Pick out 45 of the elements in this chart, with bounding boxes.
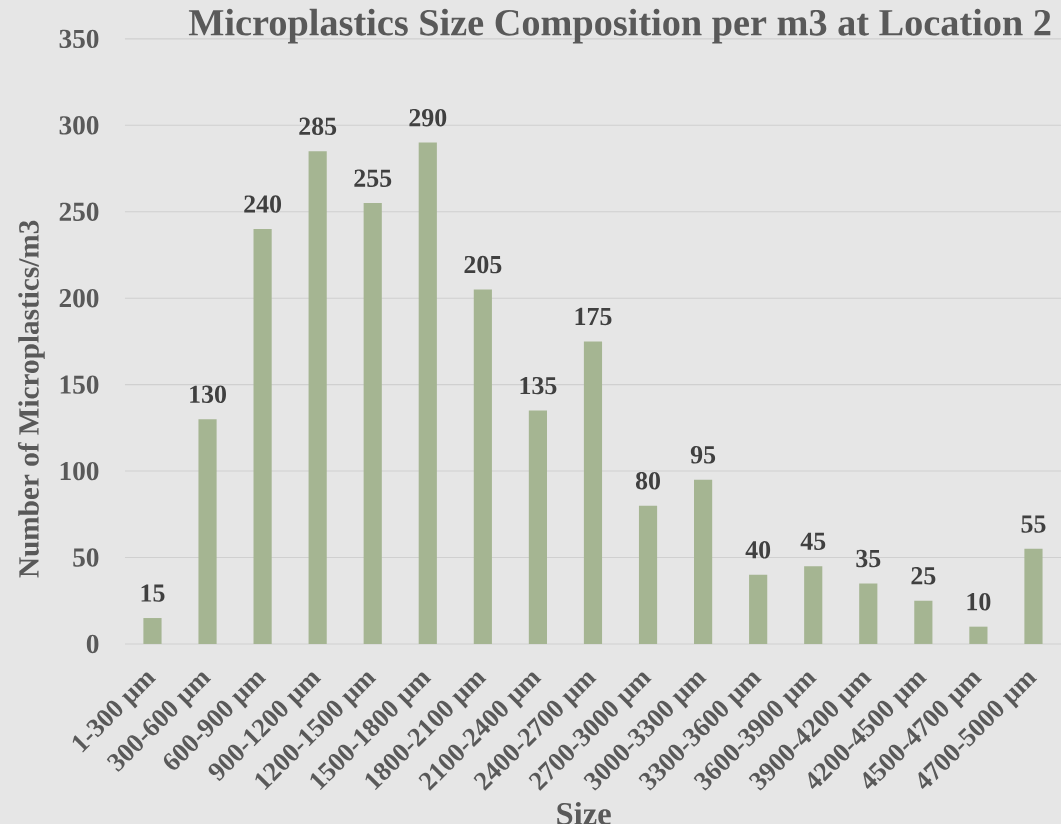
data-label: 135 — [520, 376, 557, 395]
bar — [308, 151, 327, 644]
bar — [143, 617, 162, 644]
bar — [914, 600, 933, 644]
data-label: 130 — [190, 385, 226, 403]
data-label: 25 — [911, 566, 936, 585]
bar — [804, 565, 823, 644]
data-label: 175 — [575, 307, 612, 326]
data-label: 285 — [299, 117, 337, 135]
data-label: 290 — [409, 108, 447, 127]
data-label: 255 — [354, 169, 392, 187]
bar — [363, 202, 382, 644]
bar — [583, 341, 603, 644]
y-tick-label: 200 — [59, 288, 99, 308]
data-label: 205 — [464, 255, 502, 274]
data-label: 80 — [635, 471, 660, 490]
data-label: 95 — [690, 445, 716, 464]
bar — [638, 505, 658, 644]
y-tick-label: 100 — [60, 461, 99, 481]
y-tick-label: 0 — [86, 634, 99, 653]
bar — [694, 479, 713, 644]
y-tick-label: 150 — [60, 375, 99, 394]
y-axis-title: Number of Microplastics/m3 — [17, 220, 45, 578]
bar — [198, 419, 217, 644]
data-label: 15 — [141, 584, 165, 602]
data-label: 10 — [967, 592, 991, 611]
bar — [418, 142, 437, 644]
data-label: 240 — [244, 195, 282, 213]
chart-title: Microplastics Size Composition per m3 at Location 2 — [188, 8, 1051, 44]
bar — [749, 574, 768, 644]
bar — [528, 410, 547, 644]
data-label: 35 — [856, 549, 881, 568]
y-tick-label: 300 — [59, 115, 99, 135]
bar — [1024, 548, 1043, 644]
y-tick-label: 350 — [59, 29, 99, 48]
bar — [473, 289, 492, 644]
data-label: 45 — [800, 532, 826, 550]
data-label: 55 — [1021, 515, 1046, 533]
x-axis-title: Size — [557, 801, 611, 824]
bar — [969, 626, 988, 644]
data-label: 40 — [745, 540, 771, 559]
y-tick-label: 250 — [59, 202, 99, 221]
y-tick-label: 50 — [73, 548, 99, 567]
bar — [253, 228, 272, 644]
bar — [859, 583, 878, 644]
